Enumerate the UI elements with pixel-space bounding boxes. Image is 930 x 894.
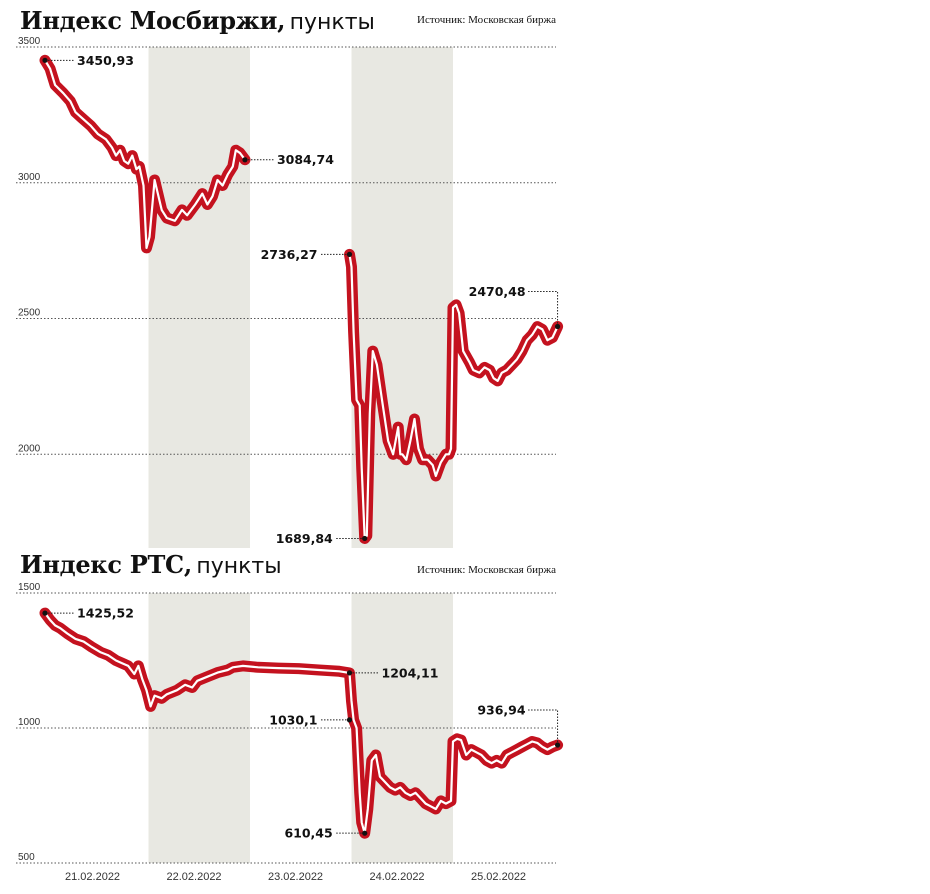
chart1-annotation-point-4 xyxy=(554,323,561,330)
chart2-annotation-point-3 xyxy=(362,830,368,836)
chart2-annotation-label-1: 1204,11 xyxy=(382,665,439,680)
chart1-annotation-label-0: 3450,93 xyxy=(77,53,134,68)
chart2-annotation-point-1 xyxy=(346,670,353,676)
chart1-annotation-label-4: 2470,48 xyxy=(469,284,526,299)
chart2-source: Источник: Московская биржа xyxy=(417,564,556,576)
chart1-shade-band-0 xyxy=(148,47,250,548)
chart2-annotation-point-0 xyxy=(42,610,48,616)
chart1-series-1-core xyxy=(348,253,559,540)
chart1-annotation-point-1 xyxy=(242,157,248,163)
chart1-title: Индекс Мосбиржи, пункты xyxy=(20,6,375,35)
chart2-xtick-label-0: 21.02.2022 xyxy=(65,871,120,883)
chart2-xtick-label-1: 22.02.2022 xyxy=(167,871,222,883)
chart2-xtick-label-4: 25.02.2022 xyxy=(471,871,526,883)
chart1-annotation-leader-4 xyxy=(527,291,559,327)
chart2-ytick-label-0: 1500 xyxy=(18,582,41,593)
chart1-annotation-label-3: 1689,84 xyxy=(276,531,333,546)
chart1-annotation-point-2 xyxy=(346,251,353,257)
chart2-annotation-leader-4 xyxy=(527,709,559,746)
chart2-title: Индекс РТС, пункты xyxy=(20,550,282,579)
chart2-ytick-label-2: 500 xyxy=(18,852,35,863)
chart2-subtitle: пункты xyxy=(196,554,282,579)
chart2-annotation-label-2: 1030,1 xyxy=(269,712,317,727)
chart1-ytick-label-0: 3500 xyxy=(18,36,41,47)
chart2-annotation-label-3: 610,45 xyxy=(284,826,332,841)
chart1-subtitle: пункты xyxy=(289,10,375,35)
chart1-series-0-core xyxy=(43,59,247,249)
chart1-annotation-label-1: 3084,74 xyxy=(277,152,334,167)
chart2-series-0-core xyxy=(43,612,559,835)
chart2-annotation-label-4: 936,94 xyxy=(477,703,526,718)
chart1-ytick-label-3: 2000 xyxy=(18,443,41,454)
chart2-ytick-label-1: 1000 xyxy=(18,717,41,728)
chart1-ytick-label-2: 2500 xyxy=(18,308,41,319)
chart2-annotation-point-2 xyxy=(346,717,353,723)
chart2-title-main: Индекс РТС, xyxy=(20,550,192,579)
chart2-xtick-label-3: 24.02.2022 xyxy=(370,871,425,883)
chart1-ytick-label-1: 3000 xyxy=(18,172,41,183)
mosex-index-chart: 3500 3000 2500 2000 3450,93 3084,74 2736,27 168… xyxy=(16,36,564,548)
chart1-title-main: Индекс Мосбиржи, xyxy=(20,6,286,35)
chart2-annotation-label-0: 1425,52 xyxy=(77,606,134,621)
chart1-annotation-point-0 xyxy=(42,57,48,63)
chart1-annotation-label-2: 2736,27 xyxy=(261,247,318,262)
chart1-source: Источник: Московская биржа xyxy=(417,14,556,26)
chart1-annotation-point-3 xyxy=(362,535,368,542)
chart2-annotation-point-4 xyxy=(554,742,561,748)
chart2-xtick-label-2: 23.02.2022 xyxy=(268,871,323,883)
